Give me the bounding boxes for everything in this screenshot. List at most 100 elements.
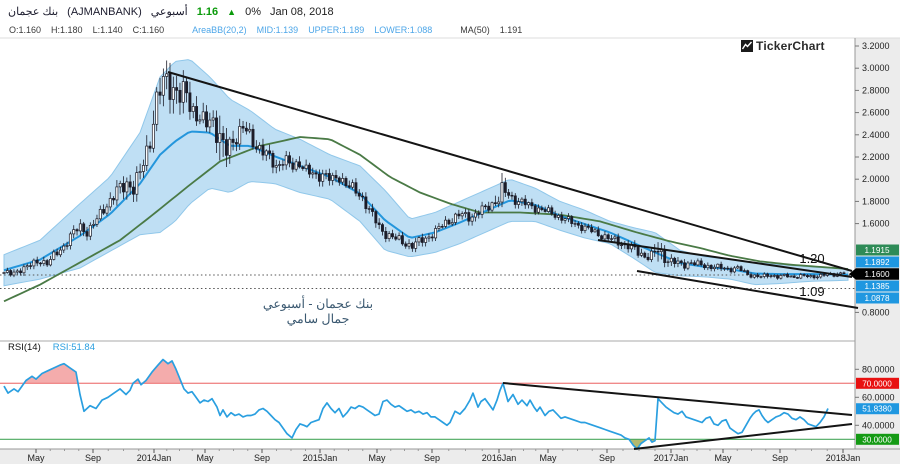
candle-body bbox=[550, 207, 554, 215]
candle-body bbox=[271, 152, 275, 168]
time-tick-label: 2015Jan bbox=[303, 453, 338, 463]
candle-body bbox=[523, 198, 527, 206]
tickerchart-logo: TickerChart bbox=[741, 39, 825, 53]
bb-mid-value: MID:1.139 bbox=[256, 25, 299, 35]
candle-body bbox=[371, 208, 374, 212]
candle-body bbox=[141, 165, 145, 172]
candle-body bbox=[22, 266, 26, 274]
candle-body bbox=[510, 194, 514, 197]
price-tick-label: 3.0000 bbox=[862, 63, 890, 73]
rsi-badge bbox=[856, 403, 899, 415]
candle-body bbox=[706, 264, 710, 269]
candle-body bbox=[563, 218, 567, 221]
candle-body bbox=[68, 233, 72, 246]
watermark-line2: جمال سامي bbox=[286, 312, 350, 326]
candle-body bbox=[722, 267, 726, 270]
candle-body bbox=[128, 181, 132, 188]
price-badge-label: 1.0878 bbox=[864, 294, 889, 303]
candle-body bbox=[713, 266, 716, 270]
candle-body bbox=[208, 119, 212, 128]
candle-body bbox=[85, 231, 89, 237]
time-tick-label: 2017Jan bbox=[654, 453, 689, 463]
candle-body bbox=[75, 229, 79, 232]
candle-body bbox=[125, 181, 129, 193]
candles-layer[interactable] bbox=[2, 60, 846, 280]
candle-body bbox=[547, 207, 550, 212]
candle-body bbox=[590, 227, 594, 233]
price-trendline bbox=[636, 270, 859, 309]
candle-body bbox=[321, 173, 325, 182]
candle-body bbox=[264, 150, 268, 156]
candle-body bbox=[258, 145, 262, 150]
rsi-tick-label: 60.0000 bbox=[862, 392, 895, 402]
candle-body bbox=[417, 237, 421, 243]
candle-body bbox=[570, 216, 574, 224]
rsi-axis-labels: 80.0000 60.0000 40.0000 70.0000 51.8380 30.00… bbox=[855, 364, 899, 445]
candle-body bbox=[201, 111, 205, 121]
price-tick-label: 2.6000 bbox=[862, 108, 890, 118]
candle-body bbox=[766, 273, 770, 277]
time-tick-label: May bbox=[539, 453, 557, 463]
candle-body bbox=[337, 177, 341, 183]
price-badge-label: 1.1600 bbox=[864, 270, 889, 279]
instrument-header: بنك عجمان (AJMANBANK) أسبوعي 1.16 ▲ 0% J… bbox=[8, 4, 334, 19]
candle-body bbox=[467, 212, 471, 222]
bb-legend[interactable]: AreaBB(20,2) bbox=[192, 25, 247, 35]
candle-body bbox=[98, 209, 102, 220]
candle-body bbox=[556, 214, 560, 218]
candle-body bbox=[537, 207, 540, 213]
price-badge bbox=[856, 244, 899, 256]
candle-body bbox=[171, 87, 175, 100]
candle-body bbox=[454, 213, 457, 223]
candle-body bbox=[663, 249, 667, 263]
candle-body bbox=[215, 117, 218, 143]
candle-body bbox=[653, 250, 657, 253]
rsi-title[interactable]: RSI(14) bbox=[8, 342, 41, 353]
time-tick-label: Sep bbox=[599, 453, 615, 463]
candle-body bbox=[673, 257, 677, 264]
candle-body bbox=[699, 260, 703, 266]
candle-body bbox=[606, 234, 610, 240]
candle-body bbox=[168, 73, 172, 100]
candle-body bbox=[596, 229, 600, 237]
time-tick-label: Sep bbox=[424, 453, 440, 463]
candle-body bbox=[490, 202, 494, 211]
candle-body bbox=[430, 236, 434, 239]
candle-body bbox=[261, 145, 265, 156]
candle-body bbox=[25, 265, 29, 268]
candle-body bbox=[689, 262, 693, 264]
candle-body bbox=[746, 270, 750, 275]
time-axis-strip[interactable] bbox=[0, 449, 900, 464]
candle-body bbox=[686, 262, 690, 269]
candle-body bbox=[716, 263, 720, 268]
candle-body bbox=[102, 209, 106, 214]
ma50-legend[interactable]: MA(50) bbox=[460, 25, 490, 35]
watermark-line1: بنك عجمان - أسبوعي bbox=[262, 297, 374, 311]
candle-body bbox=[520, 198, 524, 203]
candle-body bbox=[88, 224, 92, 237]
time-tick-label: Sep bbox=[85, 453, 101, 463]
candle-body bbox=[580, 224, 584, 231]
candle-body bbox=[693, 262, 697, 266]
candle-body bbox=[533, 205, 537, 213]
candle-body bbox=[151, 123, 155, 149]
candle-body bbox=[307, 164, 311, 175]
candle-body bbox=[288, 155, 291, 164]
close-value: C:1.160 bbox=[132, 25, 165, 35]
last-price-badge bbox=[849, 268, 899, 280]
candle-body bbox=[543, 209, 547, 212]
chart-watermark: بنك عجمان - أسبوعي جمال سامي bbox=[228, 297, 408, 327]
candle-body bbox=[390, 233, 394, 238]
time-tick-label: May bbox=[368, 453, 386, 463]
time-tick-label: 2014Jan bbox=[137, 453, 172, 463]
price-trendline bbox=[597, 239, 853, 278]
candle-body bbox=[284, 155, 288, 166]
candle-body bbox=[414, 241, 418, 249]
candle-body bbox=[218, 133, 222, 143]
candle-body bbox=[15, 270, 19, 273]
candle-body bbox=[610, 238, 614, 240]
candle-body bbox=[351, 182, 355, 188]
rsi-pane-header: RSI(14) RSI:51.84 bbox=[8, 342, 95, 353]
